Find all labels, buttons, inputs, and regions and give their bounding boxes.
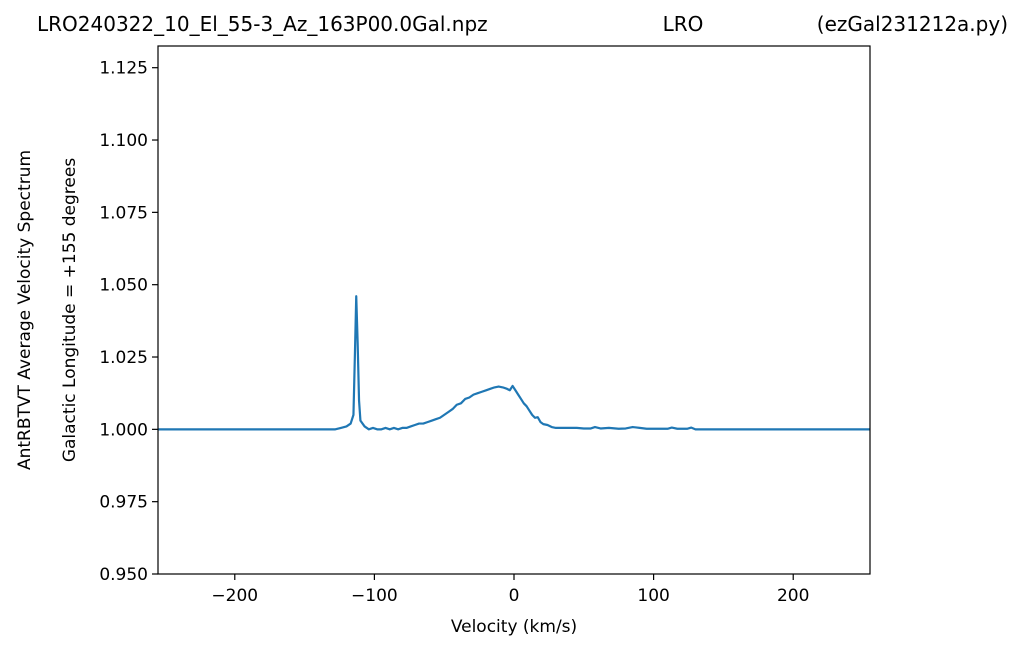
y-tick-label: 1.125 xyxy=(99,59,148,79)
header-script: (ezGal231212a.py) xyxy=(817,12,1008,36)
header-station: LRO xyxy=(663,12,704,36)
x-axis-ticks: −200 −100 0 100 200 xyxy=(211,574,809,606)
y-tick-label: 1.050 xyxy=(99,276,148,296)
plot-area xyxy=(158,296,870,429)
x-tick-label: 100 xyxy=(637,586,669,606)
y-tick-label: 1.075 xyxy=(99,203,148,223)
spectrum-line xyxy=(158,296,870,429)
y-axis-label-inner: Galactic Longitude = +155 degrees xyxy=(60,158,80,462)
x-tick-label: 200 xyxy=(777,586,809,606)
y-tick-label: 0.975 xyxy=(99,493,148,513)
y-tick-label: 0.950 xyxy=(99,565,148,585)
x-tick-label: −200 xyxy=(211,586,258,606)
y-tick-label: 1.100 xyxy=(99,131,148,151)
header-filename: LRO240322_10_El_55-3_Az_163P00.0Gal.npz xyxy=(37,12,488,36)
y-tick-label: 1.000 xyxy=(99,420,148,440)
plot-frame xyxy=(158,46,870,574)
x-tick-label: 0 xyxy=(509,586,520,606)
y-axis-ticks: 0.950 0.975 1.000 1.025 1.050 1.075 1.100 1.125 xyxy=(99,59,158,585)
x-tick-label: −100 xyxy=(351,586,398,606)
y-axis-label-outer: AntRBTVT Average Velocity Spectrum xyxy=(15,150,35,470)
y-tick-label: 1.025 xyxy=(99,348,148,368)
x-axis-label: Velocity (km/s) xyxy=(451,617,577,637)
